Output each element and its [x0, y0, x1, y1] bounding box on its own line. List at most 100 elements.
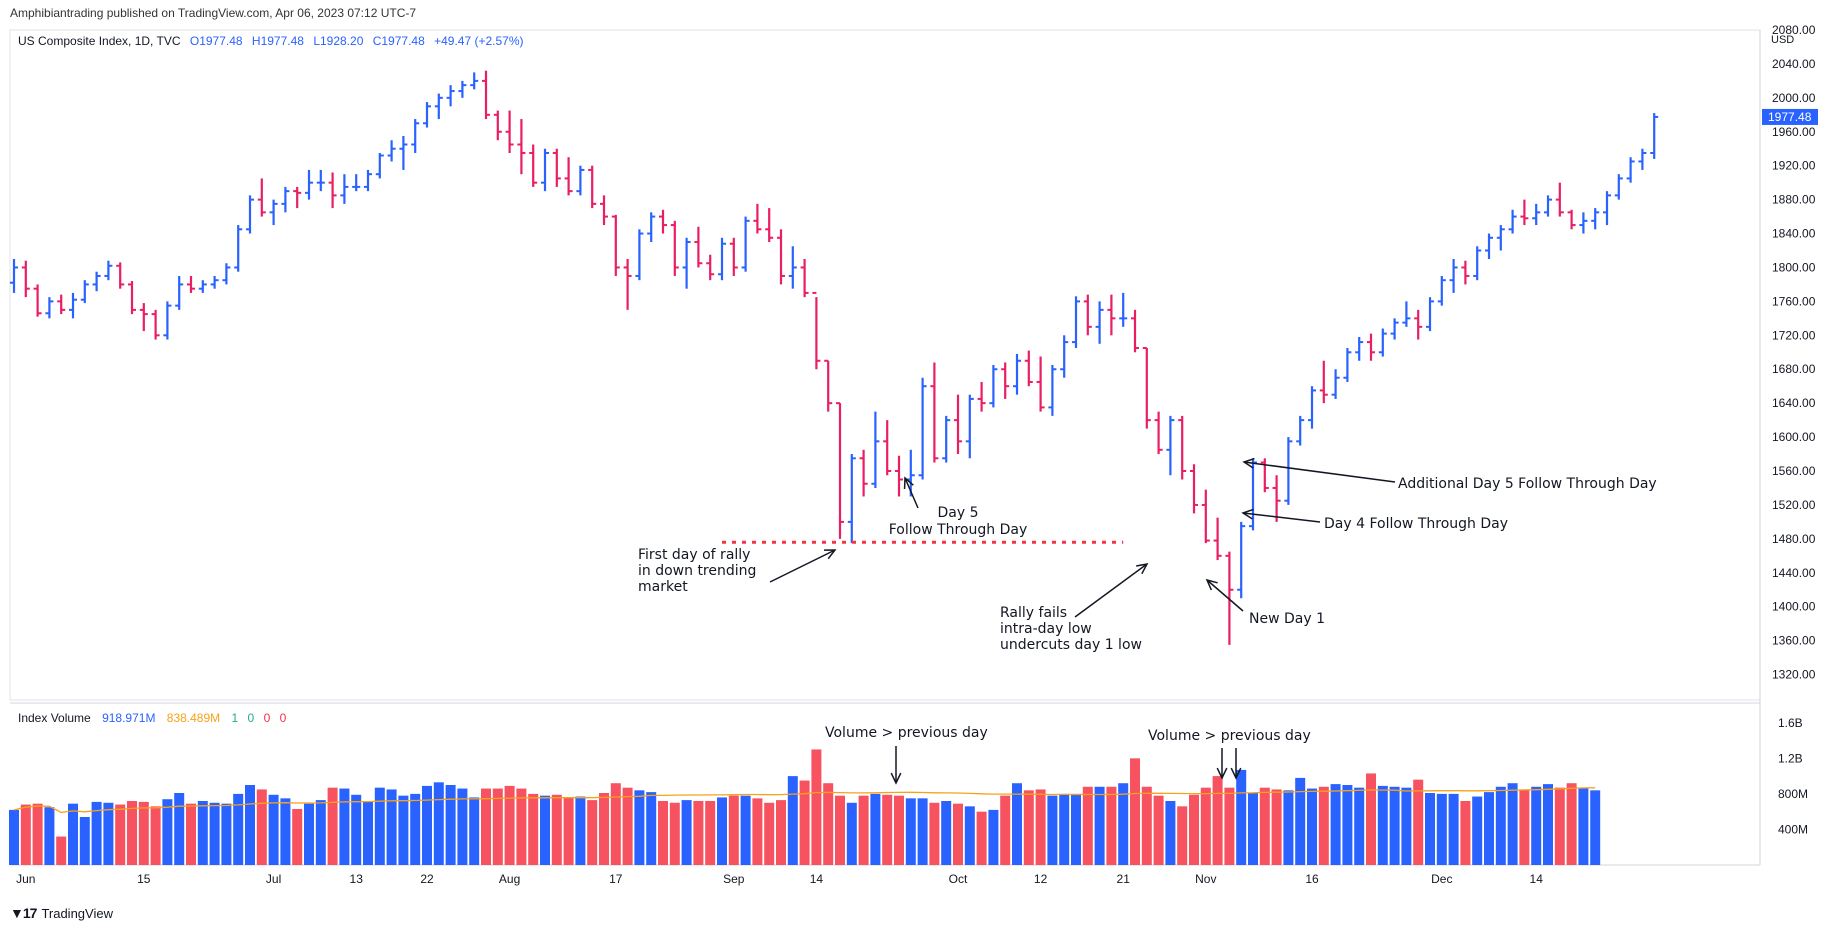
volume-bar: [953, 803, 963, 865]
arrow-day5: [904, 477, 919, 509]
volume-bar: [1295, 777, 1306, 865]
price-tick-label: 2040.00: [1772, 57, 1816, 71]
volume-bar: [351, 794, 362, 865]
volume-bar: [705, 801, 716, 865]
arrow-new-day-1-head: [1205, 578, 1218, 591]
volume-bar: [1283, 790, 1294, 865]
volume-bar: [717, 797, 727, 865]
volume-bar: [1554, 787, 1565, 865]
arrow-volume-sep-head: [890, 772, 902, 785]
currency-label[interactable]: USD: [1771, 34, 1795, 46]
volume-bar: [1259, 787, 1270, 865]
volume-bar: [646, 792, 657, 865]
volume-bar: [1495, 786, 1506, 865]
price-tick-label: 1920.00: [1772, 159, 1816, 173]
arrow-first-day: [769, 549, 836, 583]
volume-bar: [1377, 785, 1388, 865]
time-tick-label: 21: [1117, 872, 1131, 886]
volume-bar: [68, 803, 78, 865]
volume-bar: [20, 804, 31, 865]
time-tick-label: Jul: [266, 872, 281, 886]
volume-bar: [304, 803, 314, 865]
price-volume-chart[interactable]: 2080.00 2040.00 2000.00 1960.00 1920.00 1880.…: [0, 0, 1834, 900]
publisher-line: Amphibiantrading published on TradingVie…: [10, 6, 417, 20]
volume-signal-3: 0: [263, 711, 271, 725]
volume-bar: [1106, 786, 1117, 865]
volume-bar: [44, 807, 55, 865]
volume-signal-2: 0: [247, 711, 255, 725]
volume-signal-4: 0: [279, 711, 287, 725]
arrow-volume-oct-1-head: [1216, 767, 1228, 780]
price-tick-label: 2080.00: [1772, 23, 1816, 37]
volume-tick-label: 1.2B: [1778, 751, 1803, 765]
volume-bar: [315, 800, 326, 865]
volume-bar: [1189, 794, 1199, 865]
volume-bar: [162, 799, 173, 865]
arrow-first-day-head: [823, 549, 837, 560]
volume-bar: [280, 798, 291, 865]
volume-bar: [776, 800, 786, 865]
volume-bar: [1566, 783, 1577, 865]
volume-bar: [445, 785, 456, 865]
volume-bar: [1094, 786, 1105, 865]
volume-signal-1: 1: [231, 711, 239, 725]
footer-brand[interactable]: TradingView: [41, 905, 113, 921]
time-tick-label: 14: [810, 872, 824, 886]
volume-bar: [1000, 795, 1011, 865]
volume-bar: [1141, 786, 1152, 865]
annotation-additional-day5: Additional Day 5 Follow Through Day: [1398, 476, 1657, 492]
volume-bar: [374, 787, 385, 865]
volume-bar: [1165, 801, 1176, 865]
arrow-day5-head: [903, 476, 914, 490]
last-price-label: 1977.48: [1768, 110, 1812, 124]
volume-bar: [1472, 796, 1483, 865]
volume-bar: [1366, 773, 1376, 865]
tradingview-logo-icon[interactable]: ▼17: [10, 905, 37, 921]
price-tick-label: 1400.00: [1772, 600, 1816, 614]
volume-indicator-name[interactable]: Index Volume: [18, 711, 91, 725]
volume-legend: Index Volume 918.971M 838.489M 1 0 0 0: [18, 711, 292, 725]
volume-bar: [233, 793, 244, 865]
volume-bar: [1248, 793, 1258, 865]
symbol-label[interactable]: US Composite Index, 1D, TVC: [18, 34, 181, 48]
volume-bar: [1507, 783, 1518, 865]
annotation-volume-oct: Volume > previous day: [1148, 728, 1311, 744]
volume-bar: [433, 782, 444, 865]
arrow-day4: [1242, 512, 1321, 523]
annotation-rally-fails: intra-day low: [1000, 621, 1092, 637]
time-tick-label: Sep: [723, 872, 745, 886]
change-value: +49.47 (+2.57%): [434, 34, 524, 48]
volume-bar: [209, 802, 220, 865]
volume-bar: [799, 780, 810, 865]
close-value: C1977.48: [372, 34, 425, 48]
volume-bar: [1236, 769, 1247, 865]
time-tick-label: Jun: [16, 872, 35, 886]
time-tick-label: Nov: [1195, 872, 1216, 886]
volume-bar: [492, 788, 503, 865]
time-tick-label: Oct: [949, 872, 968, 886]
volume-bar: [91, 801, 102, 865]
volume-bar: [787, 776, 798, 865]
volume-tick-label: 400M: [1778, 822, 1808, 836]
volume-bar: [1354, 787, 1365, 865]
volume-bar: [1035, 789, 1046, 865]
price-tick-label: 1320.00: [1772, 668, 1816, 682]
price-tick-label: 1960.00: [1772, 125, 1816, 139]
volume-bar: [398, 795, 409, 865]
volume-bar: [422, 785, 432, 865]
volume-bar: [1519, 790, 1530, 865]
volume-bar: [327, 787, 338, 865]
volume-bar: [681, 800, 692, 865]
time-tick-label: 16: [1305, 872, 1319, 886]
volume-bar: [197, 801, 208, 865]
volume-bar: [669, 802, 680, 865]
time-tick-label: 17: [609, 872, 623, 886]
arrow-volume-oct-2-head: [1230, 767, 1242, 780]
time-tick-label: 15: [137, 872, 151, 886]
volume-bar: [540, 795, 550, 865]
volume-bar: [528, 793, 539, 865]
volume-bar: [1401, 787, 1412, 865]
volume-bar: [846, 802, 857, 865]
volume-bar: [811, 749, 822, 865]
footer: ▼17 TradingView: [10, 905, 113, 921]
